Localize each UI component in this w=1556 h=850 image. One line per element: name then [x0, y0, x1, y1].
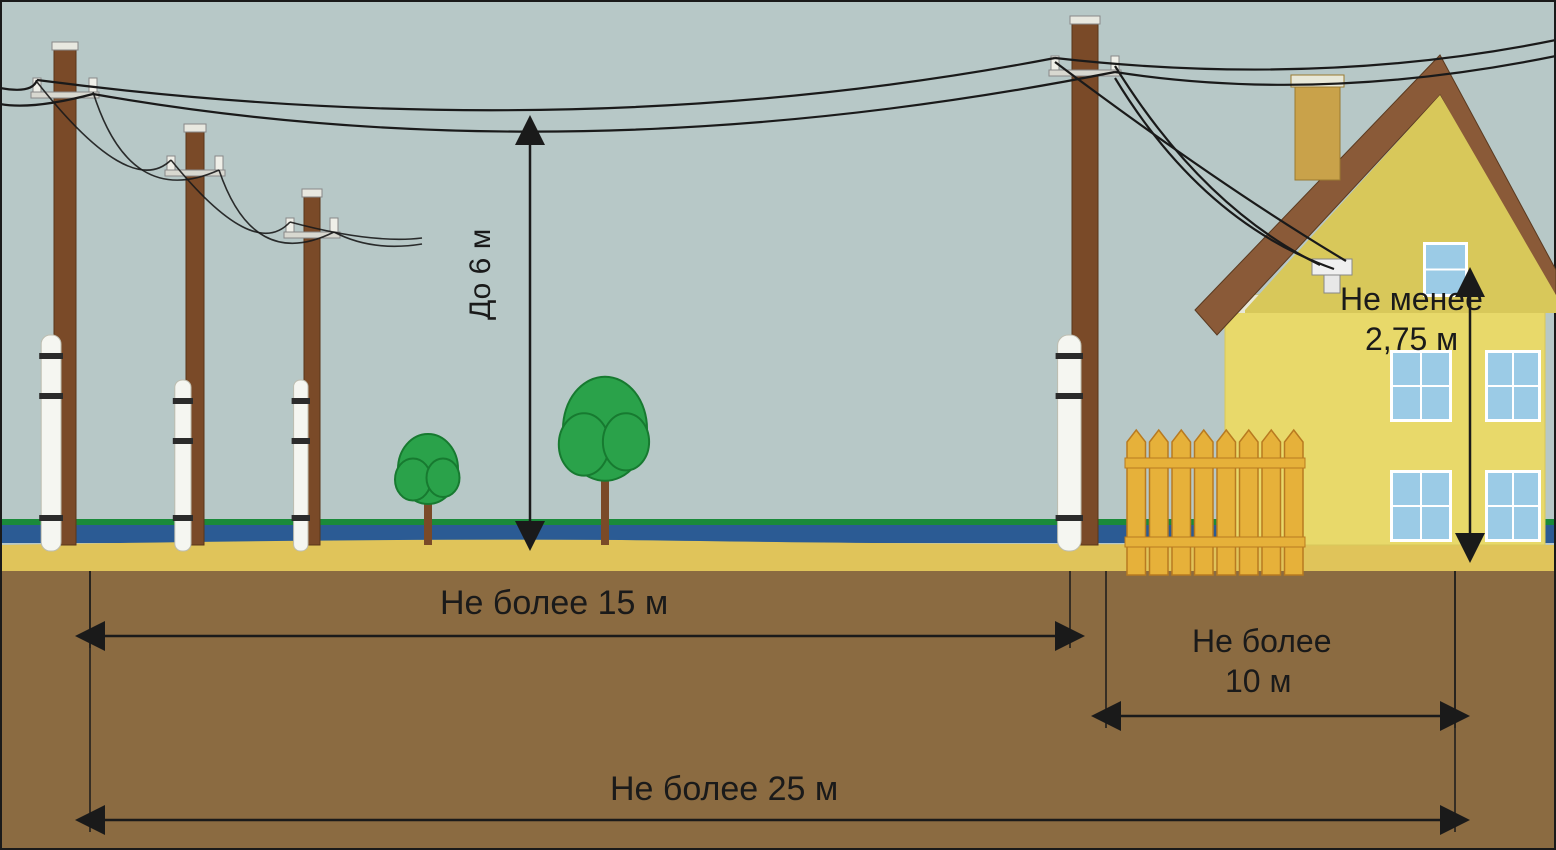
height6: До 6 м [464, 229, 497, 320]
d15: Не более 15 м [440, 584, 668, 622]
power-line-clearance-diagram: До 6 м Не менее 2,75 м Не более 15 м Не боле… [0, 0, 1556, 850]
d25: Не более 25 м [610, 770, 838, 808]
ground [0, 571, 1556, 850]
d10_a: Не более [1192, 623, 1331, 659]
d10_b: 10 м [1225, 663, 1291, 699]
h275_b: 2,75 м [1365, 321, 1458, 357]
h275_a: Не менее [1340, 281, 1483, 317]
